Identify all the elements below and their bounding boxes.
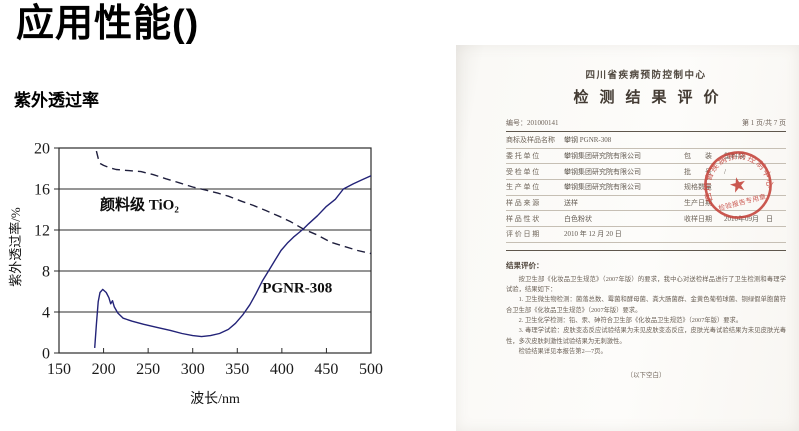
table-row: 样 品 来 源 送样 生产日期 (506, 196, 786, 212)
table-row: 评 价 日 期 2010 年 12 月 20 日 (506, 227, 786, 243)
serial-number: 编号：201000141 (506, 119, 559, 127)
row-value: 白色粉状 (564, 214, 592, 223)
result-paragraph: 检验结果详见本报告第2—7页。 (518, 347, 607, 355)
certificate-title: 检测结果评价 (573, 90, 730, 106)
table-row: 委 托 单 位 攀钢集团研究院有限公司 包 装 塑料袋 (506, 149, 786, 165)
pgnr308-label: PGNR-308 (262, 281, 332, 297)
result-paragraph: 3. 毒理学试验：皮肤变态反应试验结果为未见皮肤变态反应，皮肤光毒试验结果为未见… (506, 327, 786, 345)
tio2-label: 颜料级 TiO₂ (100, 196, 179, 214)
result-paragraph: 1. 卫生微生物检测：菌落总数、霉菌和酵母菌、粪大肠菌群、金黄色葡萄球菌、铜绿假… (506, 296, 786, 314)
row-value: / (724, 167, 726, 176)
row-value: 塑料袋 (724, 152, 745, 161)
row-label: 评 价 日 期 (506, 230, 540, 239)
stamp-star-icon: ★ (727, 173, 750, 199)
row-value: 攀钢集团研究院有限公司 (564, 183, 641, 192)
row-value: 2010年09月 日 (724, 214, 773, 223)
result-paragraphs: 按卫生部《化妆品卫生规范》（2007年版）的要求，我中心对送检样品进行了卫生检测… (506, 275, 786, 357)
table-row: 生 产 单 位 攀钢集团研究院有限公司 规格数量 (506, 180, 786, 196)
table-row: 样 品 性 状 白色粉状 收样日期 2010年09月 日 (506, 211, 786, 228)
x-tick-label: 450 (314, 361, 338, 378)
certificate-body: 四川省疾病预防控制中心 检测结果评价 编号：201000141 第 1 页/共 … (506, 67, 786, 379)
row-label: 样 品 性 状 (506, 214, 540, 223)
row-label: 生 产 单 位 (506, 183, 540, 192)
x-tick-label: 350 (225, 361, 249, 378)
blank-below-note: （以下空白） (626, 372, 666, 380)
y-tick-label: 8 (42, 264, 50, 281)
x-tick-label: 500 (359, 361, 383, 378)
row-label: 批 号 (684, 167, 712, 176)
x-tick-label: 200 (92, 361, 116, 378)
uv-chart-plot: 0 4 8 12 16 20 150 200 250 300 350 400 450 500 颜料级 TiO… (34, 141, 383, 379)
row-value: 2010 年 12 月 20 日 (564, 230, 622, 239)
pgnr308-curve (94, 175, 372, 348)
page-indicator: 第 1 页/共 7 页 (742, 119, 786, 127)
y-tick-label: 16 (34, 182, 50, 199)
official-stamp: 四川省疾病预防控制中心 ★ 检验报告专用章 (695, 143, 777, 219)
certificate-scan: 四川省疾病预防控制中心 检测结果评价 编号：201000141 第 1 页/共 … (456, 45, 799, 431)
row-label: 生产日期 (684, 199, 712, 208)
page-title: 应用性能() (16, 3, 200, 45)
stamp-ring-circle (704, 151, 772, 219)
row-label: 收样日期 (684, 214, 712, 223)
row-label: 受 检 单 位 (506, 167, 540, 176)
certificate-info-table: 商标及样品名称 攀钢 PGNR-308 委 托 单 位 攀钢集团研究院有限公司 … (506, 133, 786, 243)
divider (506, 131, 786, 132)
x-tick-label: 300 (181, 361, 205, 378)
y-tick-label: 20 (34, 141, 50, 158)
x-tick-label: 150 (47, 361, 71, 378)
row-label: 包 装 (684, 152, 712, 161)
row-label: 规格数量 (684, 183, 712, 192)
table-row: 商标及样品名称 攀钢 PGNR-308 (506, 133, 786, 149)
section-subtitle: 紫外透过率 (14, 91, 99, 110)
uv-transmittance-chart: 0 4 8 12 16 20 150 200 250 300 350 400 450 500 颜料级 TiO… (0, 126, 432, 426)
row-value: 攀钢集团研究院有限公司 (564, 152, 641, 161)
y-tick-label: 4 (42, 305, 50, 322)
row-value: 攀钢 PGNR-308 (564, 136, 612, 145)
result-heading: 结果评价： (506, 260, 544, 270)
result-paragraph: 2. 卫生化学检测：铅、汞、砷符合卫生部《化妆品卫生规范》（2007年版）要求。 (518, 317, 743, 324)
row-value: 送样 (564, 199, 578, 208)
y-tick-label: 12 (34, 223, 50, 240)
x-tick-label: 250 (136, 361, 160, 378)
tio2-curve (95, 150, 372, 255)
y-tick-label: 0 (42, 346, 50, 363)
divider (506, 249, 786, 251)
x-tick-label: 400 (270, 361, 294, 378)
row-value: 攀钢集团研究院有限公司 (564, 167, 641, 176)
row-label: 样 品 来 源 (506, 199, 540, 208)
result-paragraph: 按卫生部《化妆品卫生规范》（2007年版）的要求，我中心对送检样品进行了卫生检测… (506, 275, 786, 294)
certificate-org-name: 四川省疾病预防控制中心 (585, 71, 707, 81)
certificate-meta-row: 编号：201000141 第 1 页/共 7 页 (506, 118, 786, 128)
row-label: 商标及样品名称 (506, 136, 555, 145)
x-axis-label: 波长/nm (190, 392, 240, 407)
plot-border (58, 147, 372, 354)
table-row: 受 检 单 位 攀钢集团研究院有限公司 批 号 / (506, 164, 786, 181)
y-axis-label: 紫外透过率/% (8, 207, 23, 287)
row-label: 委 托 单 位 (506, 152, 540, 161)
